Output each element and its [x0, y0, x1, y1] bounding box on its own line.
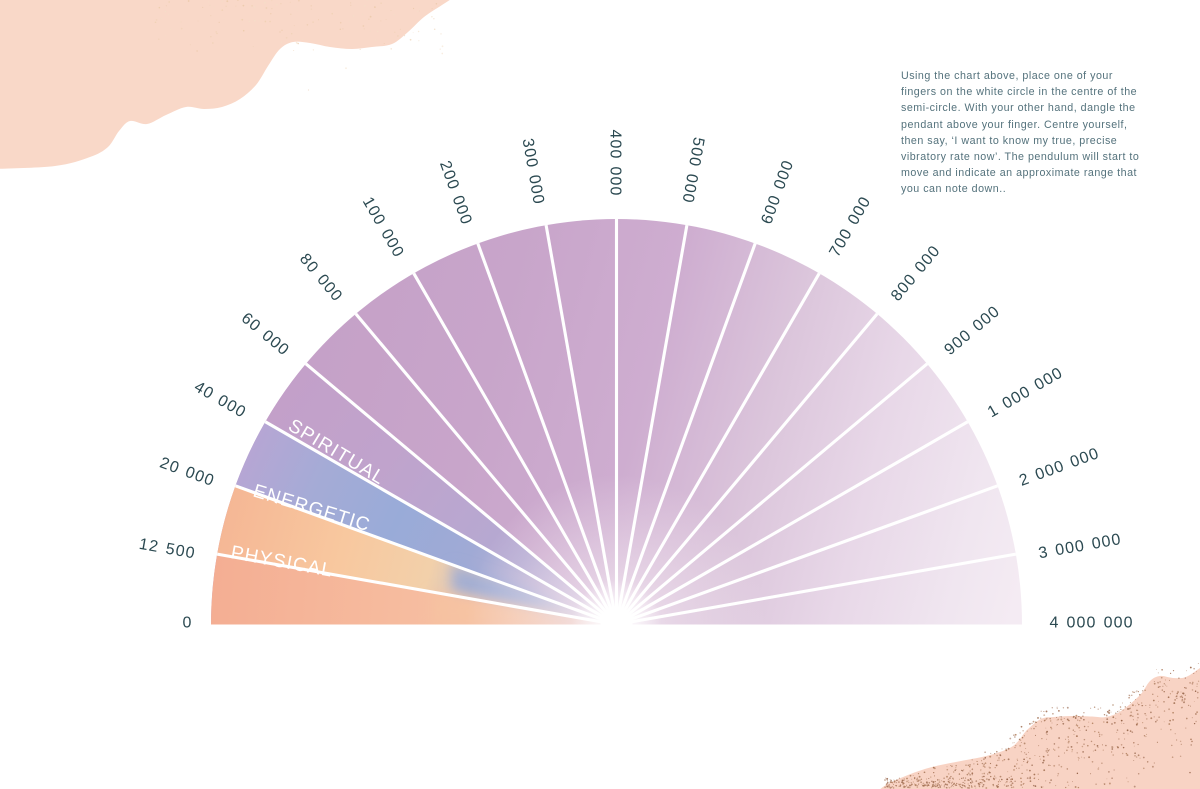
- svg-text:3 000 000: 3 000 000: [1037, 531, 1123, 562]
- svg-text:200 000: 200 000: [436, 159, 475, 228]
- svg-text:80 000: 80 000: [296, 251, 346, 306]
- svg-text:400 000: 400 000: [607, 129, 624, 196]
- svg-text:1 000 000: 1 000 000: [985, 364, 1066, 421]
- svg-text:300 000: 300 000: [519, 137, 547, 206]
- svg-text:12 500: 12 500: [138, 536, 197, 563]
- svg-text:900 000: 900 000: [941, 303, 1003, 359]
- svg-text:60 000: 60 000: [238, 310, 293, 360]
- svg-text:0: 0: [183, 614, 193, 631]
- svg-text:800 000: 800 000: [888, 242, 944, 304]
- svg-text:20 000: 20 000: [157, 455, 216, 490]
- svg-text:100 000: 100 000: [359, 194, 407, 261]
- svg-text:600 000: 600 000: [758, 158, 797, 227]
- svg-text:700 000: 700 000: [826, 193, 874, 260]
- svg-text:2 000 000: 2 000 000: [1017, 445, 1102, 490]
- svg-text:40 000: 40 000: [191, 378, 249, 421]
- svg-text:4 000 000: 4 000 000: [1050, 614, 1134, 631]
- svg-text:500 000: 500 000: [679, 136, 707, 205]
